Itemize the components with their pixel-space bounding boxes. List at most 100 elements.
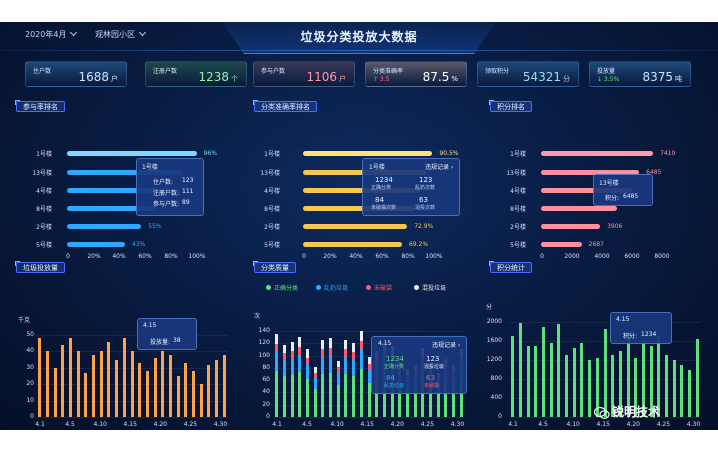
stacked-bar (313, 366, 317, 417)
bar-segment (313, 388, 317, 417)
rank-bar (303, 188, 421, 193)
plot-area (509, 322, 701, 417)
rank-bar (67, 151, 197, 156)
x-tick-label: 4.15 (360, 421, 374, 428)
bar-segment (290, 342, 294, 352)
stacked-bar (367, 356, 371, 417)
bar-segment (336, 367, 340, 373)
bar-segment (344, 339, 348, 349)
stat-label: 参与户数 (261, 68, 286, 75)
legend-dot (266, 285, 271, 290)
rank-value-label: 6485 (646, 169, 662, 176)
x-tick-label: 4.25 (656, 421, 671, 428)
community-select[interactable]: 观林园小区 (95, 28, 147, 40)
rank-value-label: 7410 (660, 150, 676, 157)
tooltip-value: 6485 (623, 193, 639, 200)
bar-segment (283, 360, 287, 377)
points-rank-tooltip: 13号楼 积分: 6485 (593, 174, 653, 206)
stat-card: 住户数 1688 户 (25, 61, 127, 87)
rank-row-label: 4号楼 (36, 188, 52, 195)
data-bar (145, 371, 149, 417)
stat-card: 参与户数 1106 户 (253, 61, 355, 87)
bar-segment (298, 346, 302, 355)
tooltip-key: 参与户数: (153, 201, 180, 208)
stat-label: 住户数 (33, 68, 52, 75)
x-tick-label: 40% (349, 253, 363, 260)
tooltip-value: 63 (419, 196, 428, 204)
x-tick-label: 0 (540, 253, 544, 260)
data-bar (687, 369, 691, 417)
data-bar (542, 326, 546, 417)
rank-row-label: 2号楼 (264, 224, 280, 231)
gridline (273, 331, 465, 332)
rank-row-label: 1号楼 (36, 151, 52, 158)
violation-record-link[interactable]: 违规记录 › (425, 164, 454, 171)
data-bar (572, 348, 576, 417)
stacked-bar (275, 334, 279, 417)
rank-bar (303, 224, 408, 229)
legend-item[interactable]: 未破袋 (366, 283, 392, 292)
data-bar (207, 364, 211, 417)
y-tick-label: 800 (490, 375, 502, 382)
bar-segment (375, 379, 379, 417)
x-tick-label: 4.20 (153, 421, 167, 428)
rank-value-label: 43% (132, 241, 146, 248)
data-bar (641, 341, 645, 417)
tooltip-key: 正确分类 (371, 185, 392, 191)
bar-segment (344, 356, 348, 374)
stat-delta: ↑ 3.5 (373, 76, 390, 83)
violation-record-link[interactable]: 违规记录 › (432, 342, 461, 349)
rank-bar (67, 242, 126, 247)
stat-label: 注册户数 (153, 68, 178, 75)
x-tick-label: 4.1 (272, 421, 282, 428)
stat-value: 1688 户 (78, 70, 118, 84)
bar-segment (321, 340, 325, 350)
x-tick-label: 4.30 (686, 421, 701, 428)
data-bar (84, 372, 88, 417)
rank-bar (541, 151, 654, 156)
bar-segment (275, 370, 279, 417)
stat-card: 分类准确率 87.5% ↑ 3.5 (365, 61, 467, 87)
legend-item[interactable]: 乱扔垃圾 (316, 283, 348, 292)
bar-segment (336, 360, 340, 368)
month-select[interactable]: 2020年4月 (25, 28, 78, 40)
legend-label: 乱扔垃圾 (324, 285, 349, 292)
x-tick-label: 4.5 (302, 421, 312, 428)
chevron-down-icon (138, 28, 147, 37)
bar-segment (329, 347, 333, 356)
legend-label: 混投垃圾 (422, 285, 447, 292)
data-bar (53, 367, 57, 417)
y-tick-label: 2000 (486, 318, 502, 325)
stat-number: 1688 (78, 70, 109, 84)
x-tick-label: 100% (425, 253, 443, 260)
gridline (509, 417, 701, 418)
data-bar (191, 371, 195, 417)
bar-segment (352, 359, 356, 376)
tooltip-title: 1号楼 (142, 164, 158, 171)
stacked-bar (283, 344, 287, 417)
stacked-bar (329, 338, 333, 417)
tooltip-title: 1号楼 (369, 164, 385, 171)
tooltip-title: 4.15 (143, 322, 157, 329)
x-tick-label: 80% (401, 253, 415, 260)
stat-value: 8375 吨 (642, 70, 682, 84)
tooltip-value: 84 (375, 196, 384, 204)
bar-segment (283, 353, 287, 361)
rank-bar (303, 206, 415, 211)
y-axis-title: 千克 (18, 317, 31, 324)
bar-segment (336, 372, 340, 386)
legend-item[interactable]: 混投垃圾 (414, 283, 446, 292)
data-bar (115, 359, 119, 417)
points-tooltip: 4.15 积分: 1234 (610, 312, 672, 344)
tooltip-key: 未破袋次数 (371, 205, 397, 211)
section-participation-rank: 参与率排名 (15, 100, 65, 112)
bar-segment (321, 357, 325, 374)
data-bar (92, 354, 96, 417)
legend-item[interactable]: 正确分类 (266, 283, 298, 292)
data-bar (38, 338, 42, 417)
data-bar (130, 351, 134, 417)
data-bar (176, 376, 180, 417)
data-bar (61, 344, 65, 417)
section-volume: 垃圾投放量 (15, 261, 65, 273)
stat-value: 1238 个 (198, 70, 238, 84)
